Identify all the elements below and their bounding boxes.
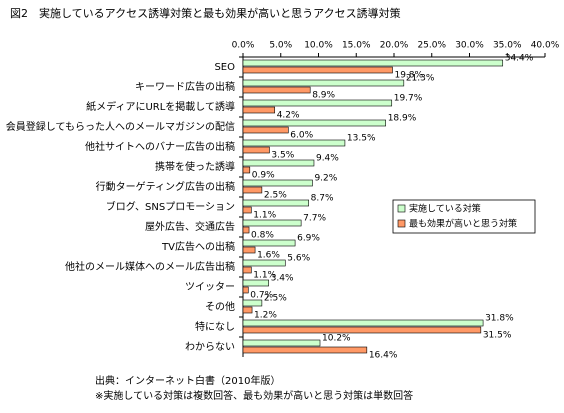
bar: [242, 166, 251, 174]
value-label: 7.7%: [303, 214, 326, 224]
x-tick-label: 25.0%: [417, 41, 446, 51]
value-label: 3.4%: [271, 274, 294, 284]
bar: [242, 186, 263, 194]
value-label: 6.9%: [297, 234, 320, 244]
bar: [242, 246, 256, 254]
bar: [242, 199, 309, 207]
bar: [242, 106, 276, 114]
value-label: 0.7%: [250, 291, 273, 301]
value-label: 1.2%: [254, 311, 277, 321]
value-label: 8.9%: [312, 91, 335, 101]
value-label: 13.5%: [347, 134, 376, 144]
y-tick-label: ツイッター: [185, 281, 235, 293]
bar: [242, 59, 504, 67]
y-tick-label: わからない: [185, 341, 235, 353]
x-tick-label: 10.0%: [304, 41, 333, 51]
value-label: 19.8%: [394, 71, 423, 81]
y-tick-label: 屋外広告、交通広告: [145, 220, 235, 233]
bar: [242, 119, 386, 127]
y-tick-label: 紙メディアにURLを掲載して誘導: [86, 100, 235, 113]
value-label: 10.2%: [322, 334, 351, 344]
legend-box: [392, 199, 536, 234]
bar: [242, 179, 313, 187]
y-tick-label: 他社サイトへのバナー広告の出稿: [85, 140, 235, 153]
bar: [242, 326, 482, 334]
bar: [242, 299, 263, 307]
bar: [242, 266, 252, 274]
y-tick-label: SEO: [214, 62, 235, 73]
legend-label: 実施している対策: [409, 203, 481, 215]
bar: [242, 226, 250, 234]
bar: [242, 306, 253, 314]
source: 出典：インターネット白書（2010年版）: [95, 374, 280, 387]
y-tick-label: 携帯を使った誘導: [155, 160, 235, 173]
value-label: 2.5%: [264, 294, 287, 304]
value-label: 19.7%: [394, 94, 423, 104]
value-label: 9.2%: [314, 174, 337, 184]
note: ※実施している対策は複数回答、最も効果が高いと思う対策は単数回答: [95, 389, 413, 402]
value-label: 6.0%: [290, 131, 313, 141]
bar: [242, 146, 270, 154]
value-label: 0.9%: [252, 171, 275, 181]
y-tick-label: 他社のメール媒体へのメール広告出稿: [65, 260, 235, 273]
bar: [242, 219, 302, 227]
x-tick-label: 35.0%: [493, 41, 522, 51]
y-tick-label: ブログ、SNSプロモーション: [106, 200, 235, 213]
value-label: 2.5%: [264, 191, 287, 201]
legend-swatch: [397, 204, 406, 213]
value-label: 3.5%: [271, 151, 294, 161]
x-tick-label: 0.0%: [232, 41, 255, 51]
value-label: 8.7%: [311, 194, 334, 204]
bar: [242, 86, 311, 94]
legend-swatch: [397, 219, 406, 228]
x-tick-label: 40.0%: [531, 41, 560, 51]
y-tick-label: 特になし: [195, 321, 235, 333]
chart-title: 図2 実施しているアクセス誘導対策と最も効果が高いと思うアクセス誘導対策: [10, 6, 401, 20]
value-label: 21.3%: [406, 74, 435, 84]
value-label: 1.1%: [253, 271, 276, 281]
value-label: 4.2%: [277, 111, 300, 121]
bar: [242, 239, 296, 247]
bar: [242, 79, 405, 87]
bar: [242, 339, 321, 347]
value-label: 5.6%: [287, 254, 310, 264]
bar: [242, 286, 249, 294]
y-tick-label: キーワード広告の出稿: [135, 80, 235, 93]
bar: [242, 159, 315, 167]
y-tick-label: TV広告への出稿: [161, 240, 235, 253]
legend-label: 最も効果が高いと思う対策: [409, 218, 517, 230]
y-tick-label: 行動ターゲティング広告の出稿: [96, 180, 235, 193]
bar: [242, 346, 368, 354]
value-label: 18.9%: [388, 114, 417, 124]
x-tick-label: 5.0%: [269, 41, 292, 51]
bar: [242, 206, 252, 214]
bar: [242, 126, 289, 134]
value-label: 31.8%: [485, 314, 514, 324]
value-label: 0.8%: [251, 231, 274, 241]
bar: [242, 99, 393, 107]
bar: [242, 139, 346, 147]
bar: [242, 66, 393, 74]
value-label: 31.5%: [483, 331, 512, 341]
bar: [242, 259, 286, 267]
bar: [242, 319, 484, 327]
x-tick-label: 20.0%: [380, 41, 409, 51]
x-tick-label: 15.0%: [342, 41, 371, 51]
value-label: 16.4%: [369, 351, 398, 361]
y-tick-label: その他: [205, 300, 235, 313]
value-label: 9.4%: [316, 154, 339, 164]
bar: [242, 279, 269, 287]
value-label: 1.1%: [253, 211, 276, 221]
value-label: 34.4%: [505, 54, 534, 64]
x-tick-label: 30.0%: [455, 41, 484, 51]
y-tick-label: 会員登録してもらった人へのメールマガジンの配信: [6, 120, 235, 133]
value-label: 1.6%: [257, 251, 280, 261]
